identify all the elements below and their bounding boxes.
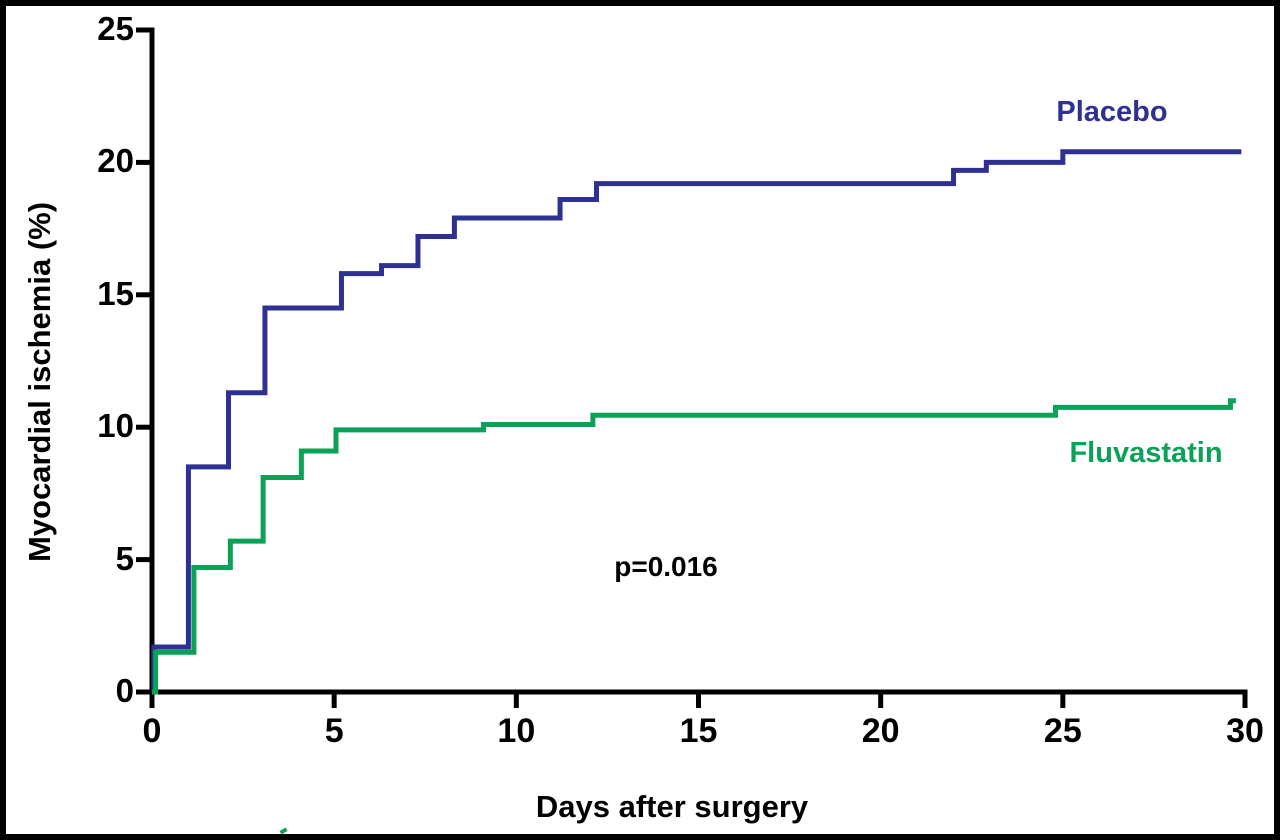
p-value-annotation: p=0.016 bbox=[614, 551, 718, 582]
x-tick-label-30: 30 bbox=[1226, 712, 1264, 750]
x-tick-label-10: 10 bbox=[497, 712, 536, 750]
y-tick-label-10: 10 bbox=[97, 407, 134, 445]
x-axis-title: Days after surgery bbox=[535, 789, 809, 824]
x-tick-label-25: 25 bbox=[1043, 712, 1082, 750]
placebo-curve-label: Placebo bbox=[1056, 96, 1168, 128]
fluvastatin-curve-label: Fluvastatin bbox=[1069, 437, 1223, 469]
x-tick-label-20: 20 bbox=[861, 712, 900, 750]
y-tick-label-5: 5 bbox=[115, 539, 134, 577]
x-tick-label-0: 0 bbox=[142, 712, 162, 750]
placebo-curve bbox=[151, 149, 1242, 695]
x-tick-label-15: 15 bbox=[679, 712, 718, 750]
y-tick-label-15: 15 bbox=[97, 275, 134, 313]
fluvastatin-curve bbox=[152, 398, 1236, 695]
y-axis-title: Myocardial ischemia (%) bbox=[22, 201, 57, 563]
y-tick-label-0: 0 bbox=[115, 672, 134, 710]
x-tick-label-5: 5 bbox=[324, 712, 344, 750]
y-tick-label-25: 25 bbox=[97, 10, 134, 48]
y-tick-label-20: 20 bbox=[97, 142, 134, 180]
